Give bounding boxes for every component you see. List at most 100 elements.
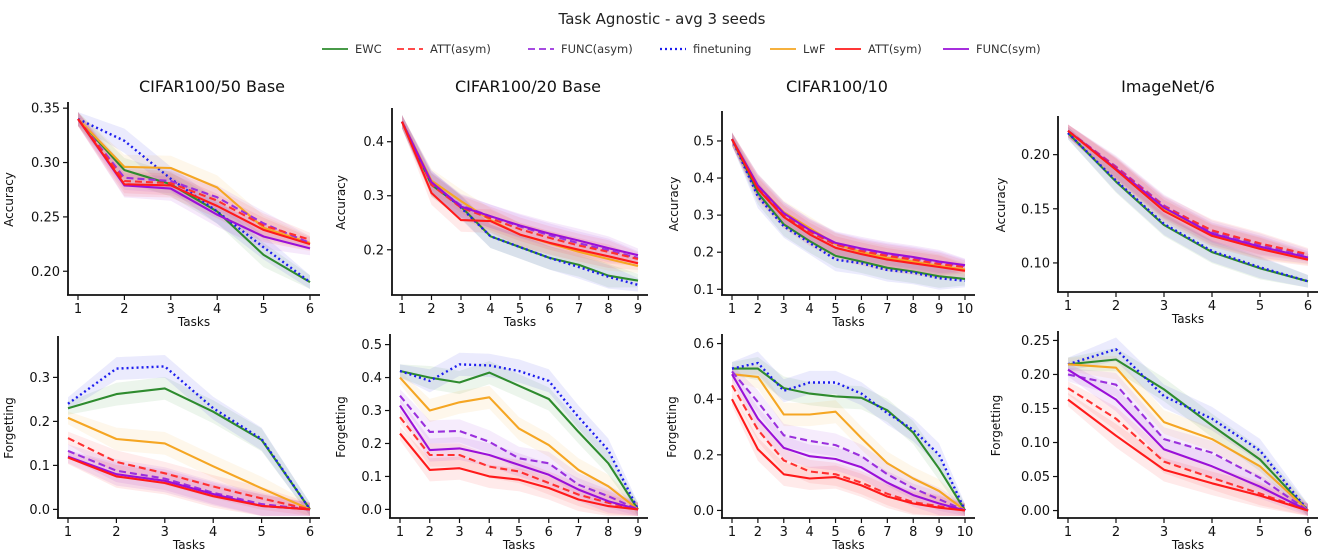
series-line-EWC — [731, 138, 966, 280]
y-axis-label: Forgetting — [665, 396, 679, 458]
x-tick-label: 6 — [857, 302, 865, 317]
legend-entry: LwF — [770, 42, 825, 56]
x-tick-label: 4 — [213, 302, 221, 317]
series-line-FUNC(asym) — [399, 395, 639, 511]
y-tick-label: 0.3 — [693, 209, 714, 224]
series-line-ATT(asym) — [401, 121, 639, 261]
y-axis-label: Forgetting — [989, 395, 1003, 457]
x-tick-label: 4 — [1208, 525, 1216, 540]
column-title: CIFAR100/50 Base — [139, 77, 285, 96]
series-line-finetuning — [1067, 348, 1309, 512]
x-tick-label: 1 — [74, 302, 82, 317]
x-tick-label: 4 — [806, 302, 814, 317]
x-tick-label: 6 — [306, 302, 314, 317]
band-EWC — [732, 357, 965, 516]
x-axis-label: Tasks — [1171, 312, 1204, 326]
series-line-FUNC(sym) — [731, 373, 966, 512]
band-LwF — [78, 112, 310, 250]
x-tick-label: 2 — [427, 302, 435, 317]
chart-panel-7: 1 2 3 4 5 6 7 8 9 10 0.0 0.2 0.4 0.6 Tasks Forgetting — [665, 334, 975, 552]
band-finetuning — [732, 351, 965, 516]
x-tick-label: 1 — [728, 302, 736, 317]
band-FUNC(sym) — [68, 450, 310, 516]
y-tick-label: 0.4 — [361, 371, 382, 386]
band-finetuning — [1068, 126, 1308, 288]
band-finetuning — [400, 352, 638, 516]
y-tick-label: 0.1 — [29, 459, 50, 474]
band-ATT(asym) — [78, 112, 310, 247]
series-line-ATT(asym) — [77, 118, 311, 241]
x-tick-label: 5 — [259, 302, 267, 317]
y-tick-label: 0.05 — [1021, 470, 1050, 485]
band-ATT(sym) — [68, 451, 310, 516]
x-tick-label: 2 — [1112, 299, 1120, 314]
y-tick-label: 0.2 — [361, 437, 382, 452]
y-tick-label: 0.2 — [693, 246, 714, 261]
series-line-FUNC(sym) — [399, 405, 639, 511]
x-tick-label: 6 — [306, 525, 314, 540]
x-tick-label: 9 — [935, 525, 943, 540]
x-tick-label: 5 — [831, 302, 839, 317]
x-tick-label: 3 — [780, 525, 788, 540]
x-tick-label: 2 — [426, 525, 434, 540]
y-tick-label: 0.5 — [361, 338, 382, 353]
x-tick-label: 6 — [857, 525, 865, 540]
x-tick-label: 9 — [935, 302, 943, 317]
x-tick-label: 1 — [728, 525, 736, 540]
x-tick-label: 3 — [161, 525, 169, 540]
y-tick-label: 0.30 — [31, 156, 60, 171]
y-tick-label: 0.25 — [1021, 334, 1050, 349]
band-finetuning — [402, 115, 638, 292]
y-tick-label: 0.3 — [361, 404, 382, 419]
y-axis-label: Accuracy — [667, 177, 681, 232]
column-title: ImageNet/6 — [1121, 77, 1215, 96]
x-tick-label: 2 — [754, 302, 762, 317]
x-axis-label: Tasks — [172, 538, 205, 552]
x-tick-label: 3 — [780, 302, 788, 317]
x-tick-label: 3 — [167, 302, 175, 317]
band-FUNC(asym) — [1068, 124, 1308, 262]
series-line-ATT(asym) — [731, 384, 966, 512]
legend-entry: ATT(asym) — [397, 42, 491, 56]
y-tick-label: 0.00 — [1021, 504, 1050, 519]
x-axis-label: Tasks — [177, 315, 210, 329]
series-line-EWC — [67, 387, 311, 511]
y-tick-label: 0.2 — [693, 448, 714, 463]
x-tick-label: 4 — [806, 525, 814, 540]
band-LwF — [68, 411, 310, 516]
band-ATT(sym) — [402, 115, 638, 270]
y-tick-label: 0.20 — [1021, 148, 1050, 163]
x-tick-label: 5 — [516, 302, 524, 317]
y-tick-label: 0.4 — [693, 393, 714, 408]
x-tick-label: 4 — [1208, 299, 1216, 314]
y-tick-label: 0.0 — [361, 503, 382, 518]
x-tick-label: 7 — [883, 302, 891, 317]
band-FUNC(asym) — [732, 364, 965, 516]
x-tick-label: 8 — [909, 525, 917, 540]
series-line-LwF — [399, 376, 639, 511]
figure-title: Task Agnostic - avg 3 seeds — [558, 10, 766, 28]
series-line-finetuning — [730, 138, 966, 282]
series-line-ATT(sym) — [399, 432, 639, 511]
band-FUNC(sym) — [1068, 124, 1308, 264]
x-tick-label: 2 — [112, 525, 120, 540]
series-line-FUNC(sym) — [401, 121, 639, 257]
series-line-finetuning — [67, 365, 311, 511]
x-tick-label: 3 — [455, 525, 463, 540]
legend-entry: FUNC(asym) — [528, 42, 633, 56]
column-title: CIFAR100/20 Base — [455, 77, 601, 96]
series-line-ATT(asym) — [731, 138, 966, 269]
x-tick-label: 1 — [396, 525, 404, 540]
y-tick-label: 0.2 — [363, 243, 384, 258]
series-line-finetuning — [399, 363, 640, 510]
x-tick-label: 2 — [120, 302, 128, 317]
x-tick-label: 2 — [1112, 525, 1120, 540]
series-line-finetuning — [77, 117, 311, 284]
chart-panel-6: 1 2 3 4 5 6 7 8 9 0.0 0.1 0.2 0.3 0.4 0.5 Tasks Forgetti… — [334, 334, 648, 552]
band-ATT(sym) — [1068, 392, 1308, 516]
x-tick-label: 3 — [1160, 525, 1168, 540]
x-tick-label: 10 — [957, 302, 974, 317]
band-ATT(asym) — [732, 378, 965, 516]
y-axis-label: Accuracy — [994, 178, 1008, 233]
